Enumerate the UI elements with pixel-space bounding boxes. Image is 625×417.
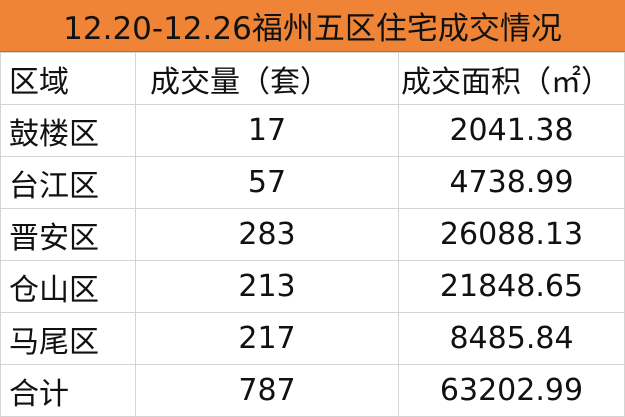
- total-row: 合计 787 63202.99: [0, 364, 625, 417]
- table-title: 12.20-12.26福州五区住宅成交情况: [0, 0, 625, 52]
- table-row: 鼓楼区 17 2041.38: [0, 104, 625, 157]
- district-cell: 合计: [0, 364, 136, 417]
- district-cell: 台江区: [0, 156, 136, 209]
- district-cell: 马尾区: [0, 312, 136, 365]
- volume-cell: 17: [135, 104, 399, 157]
- table-row: 台江区 57 4738.99: [0, 156, 625, 209]
- volume-cell: 283: [135, 208, 399, 261]
- table-row: 晋安区 283 26088.13: [0, 208, 625, 261]
- header-area: 成交面积（㎡）: [398, 52, 625, 105]
- area-cell: 21848.65: [398, 260, 625, 313]
- area-cell: 26088.13: [398, 208, 625, 261]
- district-cell: 鼓楼区: [0, 104, 136, 157]
- area-cell: 63202.99: [398, 364, 625, 417]
- area-cell: 2041.38: [398, 104, 625, 157]
- volume-cell: 217: [135, 312, 399, 365]
- area-cell: 8485.84: [398, 312, 625, 365]
- area-cell: 4738.99: [398, 156, 625, 209]
- header-row: 区域 成交量（套） 成交面积（㎡）: [0, 52, 625, 105]
- table-row: 仓山区 213 21848.65: [0, 260, 625, 313]
- volume-cell: 57: [135, 156, 399, 209]
- transactions-table: 区域 成交量（套） 成交面积（㎡） 鼓楼区 17 2041.38 台江区 57 4738…: [0, 52, 625, 417]
- volume-cell: 787: [135, 364, 399, 417]
- district-cell: 仓山区: [0, 260, 136, 313]
- district-cell: 晋安区: [0, 208, 136, 261]
- header-district: 区域: [0, 52, 136, 105]
- volume-cell: 213: [135, 260, 399, 313]
- header-volume: 成交量（套）: [135, 52, 399, 105]
- table-row: 马尾区 217 8485.84: [0, 312, 625, 365]
